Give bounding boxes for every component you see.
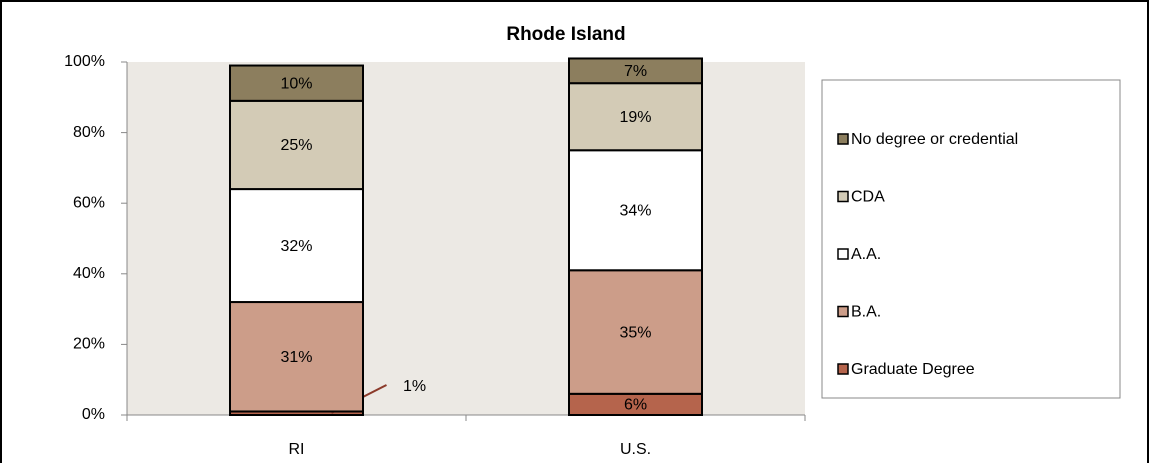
value-label: 35%: [619, 324, 651, 341]
legend-label: Graduate Degree: [851, 361, 975, 378]
value-label: 34%: [619, 202, 651, 219]
legend-swatch: [837, 305, 849, 318]
x-tick-label: U.S.: [620, 441, 651, 458]
bar-segment: [568, 149, 703, 272]
legend-label: CDA: [851, 189, 885, 206]
legend-swatch: [837, 190, 849, 203]
legend-label: A.A.: [851, 246, 881, 263]
y-tick-label: 20%: [73, 336, 105, 353]
y-tick-label: 0%: [82, 406, 105, 423]
bar-segment: [229, 64, 364, 102]
bar-segment: [568, 269, 703, 395]
y-tick-label: 60%: [73, 194, 105, 211]
chart-title: Rhode Island: [506, 24, 625, 45]
legend-label: No degree or credential: [851, 131, 1018, 148]
y-tick-label: 100%: [64, 53, 105, 70]
bar-segment: [229, 188, 364, 304]
value-label: 32%: [280, 238, 312, 255]
legend-swatch: [837, 248, 849, 260]
bar-segment: [568, 57, 703, 85]
y-tick-label: 40%: [73, 265, 105, 282]
plot-area: [127, 62, 805, 415]
value-label: 7%: [624, 63, 647, 80]
legend-box: [821, 79, 1121, 399]
value-label: 10%: [280, 75, 312, 92]
legend-swatch: [837, 133, 849, 145]
x-tick-label: RI: [289, 441, 305, 458]
legend-swatch: [837, 363, 849, 375]
legend-label: B.A.: [851, 304, 881, 321]
value-label: 6%: [624, 397, 647, 414]
value-label: 1%: [403, 378, 426, 395]
y-tick-label: 80%: [73, 124, 105, 141]
value-label: 25%: [280, 137, 312, 154]
value-label: 19%: [619, 109, 651, 126]
value-label: 31%: [280, 349, 312, 366]
